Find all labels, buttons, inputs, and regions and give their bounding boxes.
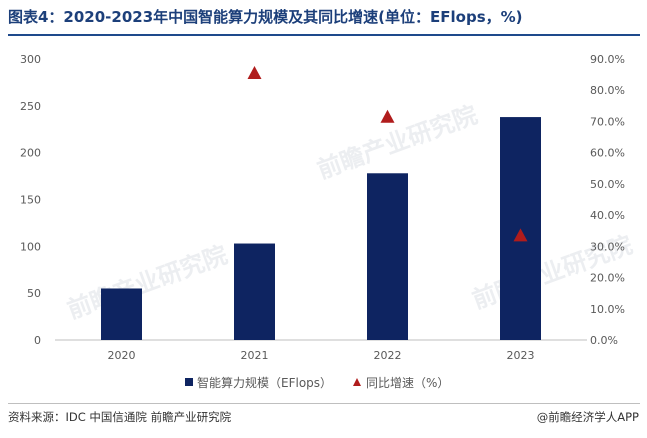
y-left-tick-label: 250 [20,100,41,113]
watermark-text: 前瞻产业研究院 [64,241,231,325]
y-right-tick-label: 20.0% [590,272,625,285]
y-left-tick-label: 100 [20,240,41,253]
x-tick-label: 2023 [507,349,535,362]
axes: 0 50 100 150 200 250 300 0.0% 10.0% 20.0% 30.0% 40.… [20,53,625,362]
bar [234,243,275,340]
x-tick-label: 2022 [374,349,402,362]
y-right-tick-label: 60.0% [590,147,625,160]
footer-divider [8,403,640,404]
bar [367,173,408,340]
watermark-text: 前瞻产业研究院 [314,101,481,185]
growth-marker [380,109,395,123]
y-right-tick-label: 0.0% [590,334,618,347]
y-left-tick-label: 200 [20,147,41,160]
source-note: 资料来源：IDC 中国信通院 前瞻产业研究院 [8,410,232,424]
y-right-tick-label: 10.0% [590,303,625,316]
y-right-tick-label: 90.0% [590,53,625,66]
x-tick-label: 2020 [108,349,136,362]
legend: 智能算力规模（EFlops） 同比增速（%） [185,375,449,390]
legend-label-marker: 同比增速（%） [366,376,449,390]
y-right-tick-label: 50.0% [590,178,625,191]
y-right-tick-label: 30.0% [590,240,625,253]
y-right-tick-label: 80.0% [590,84,625,97]
title-divider [8,34,640,36]
y-left-tick-label: 0 [34,334,41,347]
bar-series [101,117,541,340]
y-right-tick-label: 70.0% [590,115,625,128]
x-tick-label: 2021 [241,349,269,362]
y-right-tick-label: 40.0% [590,209,625,222]
chart-title: 图表4：2020-2023年中国智能算力规模及其同比增速(单位：EFlops，%… [8,8,523,26]
growth-marker [247,66,262,80]
brand-credit: @前瞻经济学人APP [536,410,639,424]
legend-swatch-bar [185,378,193,386]
y-left-tick-label: 300 [20,53,41,66]
legend-label-bar: 智能算力规模（EFlops） [197,375,332,390]
growth-series [247,66,528,242]
y-left-tick-label: 150 [20,194,41,207]
growth-marker [513,228,528,242]
bar [101,288,142,340]
y-left-tick-label: 50 [27,287,41,300]
legend-swatch-marker [353,378,361,386]
